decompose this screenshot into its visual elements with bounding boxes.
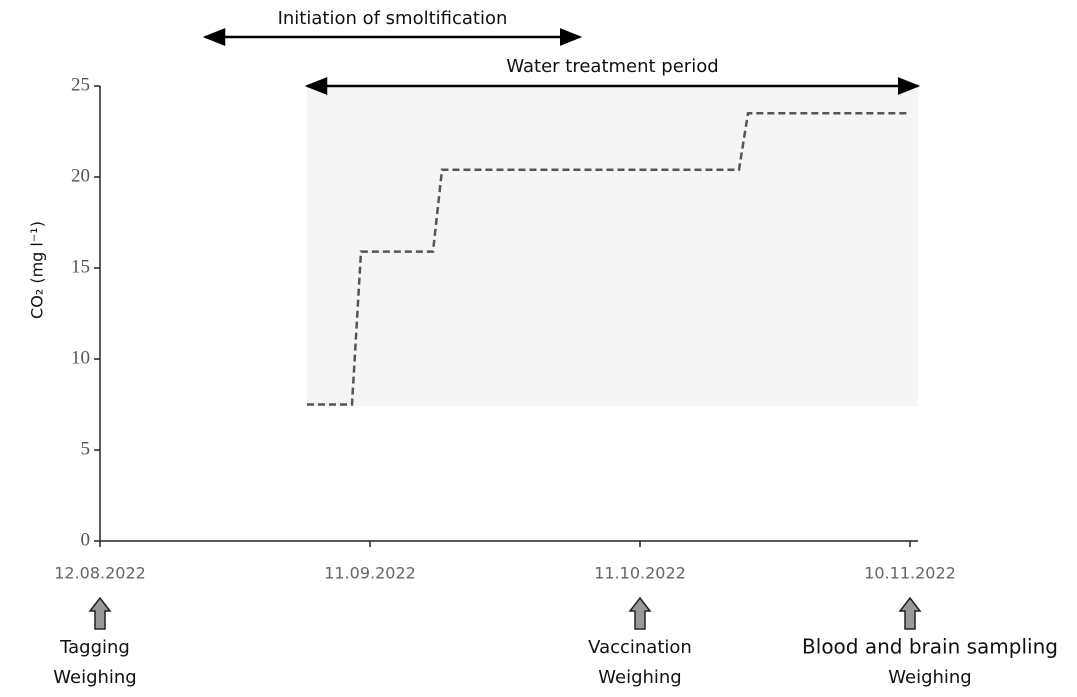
shaded-region [307, 86, 918, 407]
y-tick-label: 0 [81, 529, 91, 550]
y-tick-label: 20 [71, 165, 90, 186]
event-label: Weighing [888, 667, 972, 688]
y-tick-label: 10 [71, 347, 90, 368]
event-label: Tagging [59, 637, 130, 658]
period-label: Water treatment period [506, 56, 718, 77]
y-tick-label: 5 [81, 438, 91, 459]
y-axis-label: CO₂ (mg l⁻¹) [28, 221, 47, 319]
event-label: Weighing [53, 667, 137, 688]
x-tick-label: 10.11.2022 [864, 564, 956, 583]
x-tick-label: 11.10.2022 [594, 564, 686, 583]
event-arrow [898, 596, 922, 630]
x-tick-label: 11.09.2022 [324, 564, 416, 583]
period-label: Initiation of smoltification [278, 8, 508, 29]
y-tick-label: 15 [71, 256, 90, 277]
event-arrow [628, 596, 652, 630]
event-label: Weighing [598, 667, 682, 688]
co2-line [307, 112, 910, 406]
x-tick-label: 12.08.2022 [54, 564, 146, 583]
event-label: Blood and brain sampling [802, 635, 1058, 659]
y-tick-label: 25 [71, 74, 90, 95]
event-arrow [88, 596, 112, 630]
event-label: Vaccination [588, 637, 692, 658]
